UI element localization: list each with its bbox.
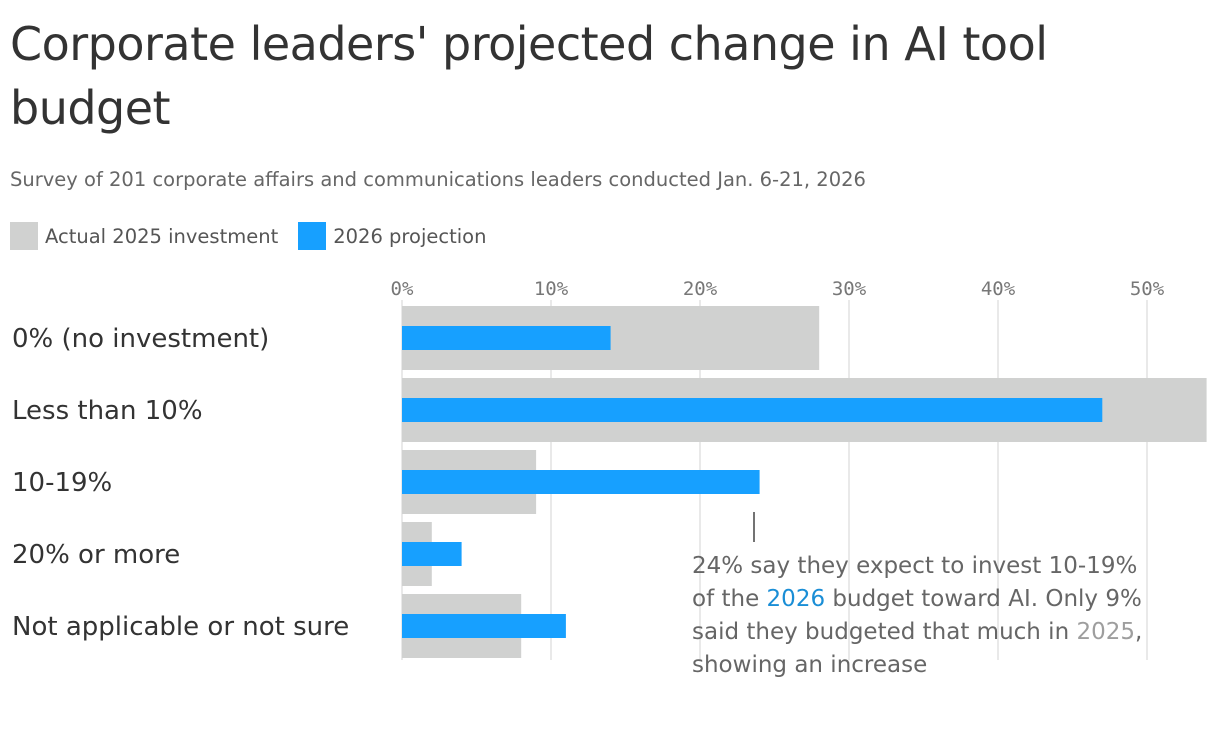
x-tick-label: 50% bbox=[1130, 278, 1165, 300]
category-label: Not applicable or not sure bbox=[12, 612, 349, 642]
annotation: 24% say they expect to invest 10-19% of … bbox=[692, 550, 1162, 682]
bar-projection-2026 bbox=[402, 326, 611, 350]
legend-swatch-projection bbox=[298, 222, 327, 250]
category-label: 0% (no investment) bbox=[12, 324, 269, 354]
annotation-text-2: budget toward AI. Only 9% said they budg… bbox=[692, 586, 1142, 645]
bar-projection-2026 bbox=[402, 614, 566, 638]
category-label: Less than 10% bbox=[12, 396, 203, 426]
chart-subtitle: Survey of 201 corporate affairs and comm… bbox=[10, 168, 866, 191]
bar-projection-2026 bbox=[402, 470, 760, 494]
x-tick-label: 30% bbox=[832, 278, 867, 300]
x-tick-label: 0% bbox=[391, 278, 414, 300]
category-label: 20% or more bbox=[12, 540, 180, 570]
legend-label-actual: Actual 2025 investment bbox=[45, 224, 279, 248]
legend-swatch-actual bbox=[10, 222, 38, 250]
x-tick-label: 20% bbox=[683, 278, 718, 300]
bar-chart: 0% 10% 20% 30% 40% 50% 0% (no investment) Less … bbox=[12, 278, 1207, 660]
legend-label-projection: 2026 projection bbox=[333, 224, 487, 248]
x-tick-label: 10% bbox=[534, 278, 569, 300]
annotation-text-1: 24% say they expect to invest 10-19% of … bbox=[692, 553, 1138, 612]
legend-item-actual: Actual 2025 investment bbox=[10, 222, 278, 250]
annotation-text-3: , showing an increase bbox=[692, 619, 1143, 678]
legend: Actual 2025 investment 2026 projection bbox=[10, 221, 506, 251]
bar-projection-2026 bbox=[402, 398, 1103, 422]
chart-title: Corporate leaders' projected change in A… bbox=[10, 17, 1048, 135]
x-tick-label: 40% bbox=[981, 278, 1016, 300]
legend-item-projection: 2026 projection bbox=[298, 222, 486, 250]
category-label: 10-19% bbox=[12, 468, 112, 498]
annotation-year-2026: 2026 bbox=[766, 586, 826, 612]
annotation-year-2025: 2025 bbox=[1076, 619, 1136, 645]
bar-projection-2026 bbox=[402, 542, 462, 566]
